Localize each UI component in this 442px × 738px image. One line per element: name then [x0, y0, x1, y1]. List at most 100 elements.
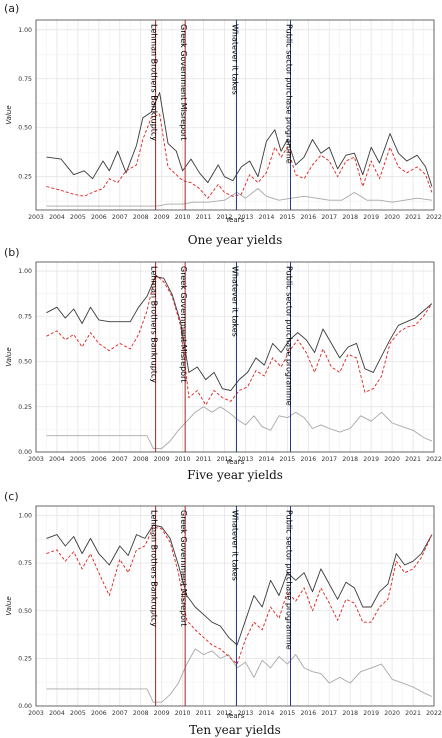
x-tick-label: 2013: [238, 214, 254, 221]
five-year-yields-chart: (b) 0.00 0.25 0.50 0.75 1.00 2003 2004 2005 2006 2…: [4, 246, 442, 482]
x-tick-label: 2003: [28, 456, 44, 463]
panel-caption: Five year yields: [187, 468, 283, 482]
x-tick-label: 2005: [70, 214, 86, 221]
x-tick-label: 2022: [426, 456, 442, 463]
x-tick-label: 2019: [363, 456, 379, 463]
x-tick-label: 2014: [259, 710, 275, 717]
y-tick-label: 0.75: [18, 313, 32, 320]
x-tick-label: 2022: [426, 214, 442, 221]
x-tick-label: 2013: [238, 710, 254, 717]
y-tick-label: 1.00: [18, 27, 32, 34]
series-line-solid-dark: [46, 524, 433, 646]
x-tick-label: 2014: [259, 214, 275, 221]
x-tick-label: 2013: [238, 456, 254, 463]
x-tick-label: 2015: [279, 456, 295, 463]
x-tick-label: 2008: [133, 456, 149, 463]
series-line-solid-grey: [46, 406, 433, 449]
x-tick-label: 2007: [112, 456, 128, 463]
x-tick-label: 2019: [363, 214, 379, 221]
panel-caption: One year yields: [188, 233, 282, 247]
x-tick-label: 2009: [154, 214, 170, 221]
x-tick-label: 2012: [217, 710, 233, 717]
series-line-solid-grey: [46, 188, 432, 207]
x-tick-label: 2004: [49, 214, 65, 221]
x-tick-label: 2012: [217, 456, 233, 463]
y-tick-label: 0.25: [18, 655, 32, 662]
x-tick-label: 2014: [259, 456, 275, 463]
x-tick-label: 2021: [405, 710, 421, 717]
ten-year-yields-chart: (c) 0.00 0.25 0.50 0.75 1.00 2003 2004 2005 2006 2…: [4, 490, 442, 737]
panel-caption: Ten year yields: [189, 723, 281, 737]
event-label: Lehman Brothers Bankruptcy: [150, 24, 159, 141]
x-tick-label: 2016: [300, 710, 316, 717]
x-tick-label: 2017: [321, 214, 337, 221]
x-tick-label: 2010: [175, 214, 191, 221]
x-tick-label: 2019: [363, 710, 379, 717]
x-tick-label: 2009: [154, 456, 170, 463]
x-tick-label: 2006: [91, 214, 107, 221]
x-tick-label: 2020: [384, 456, 400, 463]
x-tick-label: 2020: [384, 710, 400, 717]
y-tick-label: 0.00: [18, 703, 32, 710]
event-label: Greek Government Misreport: [179, 24, 188, 141]
x-tick-label: 2022: [426, 710, 442, 717]
event-label: Whatever it takes: [230, 510, 239, 581]
y-tick-label: 0.50: [18, 125, 32, 132]
x-tick-label: 2015: [279, 214, 295, 221]
x-axis-label: Years: [225, 458, 245, 466]
x-tick-label: 2003: [28, 710, 44, 717]
x-tick-label: 2018: [342, 456, 358, 463]
x-tick-label: 2007: [112, 710, 128, 717]
y-tick-label: 0.25: [18, 174, 32, 181]
x-tick-label: 2010: [175, 456, 191, 463]
series-line-solid-grey: [46, 648, 433, 703]
x-tick-label: 2011: [196, 456, 212, 463]
series-line-dashed-red: [46, 113, 433, 199]
x-tick-label: 2021: [405, 456, 421, 463]
x-axis-label: Years: [225, 712, 245, 720]
event-label: Whatever it takes: [230, 24, 239, 95]
panel-one-year: (a) 0.25 0.50 0.75 1.00 2003 2004 2005 2006 2007 2…: [0, 0, 442, 250]
plot-frame: [35, 261, 435, 453]
x-tick-label: 2004: [49, 456, 65, 463]
y-tick-label: 0.00: [18, 449, 32, 456]
x-tick-label: 2017: [321, 710, 337, 717]
event-label: Greek Government Misreport: [179, 266, 188, 383]
event-label: Public sector purchase programme: [285, 266, 294, 406]
x-tick-label: 2021: [405, 214, 421, 221]
x-axis-label: Years: [225, 216, 245, 224]
panel-tag: (b): [4, 246, 20, 259]
x-tick-label: 2018: [342, 710, 358, 717]
x-tick-label: 2006: [91, 710, 107, 717]
y-tick-label: 0.50: [18, 359, 32, 366]
x-tick-label: 2006: [91, 456, 107, 463]
panel-ten-year: (c) 0.00 0.25 0.50 0.75 1.00 2003 2004 2005 2006 2…: [0, 488, 442, 738]
y-tick-label: 0.75: [18, 76, 32, 83]
x-tick-label: 2016: [300, 456, 316, 463]
x-tick-label: 2018: [342, 214, 358, 221]
event-label: Whatever it takes: [230, 266, 239, 337]
y-tick-label: 1.00: [18, 513, 32, 520]
y-tick-label: 0.75: [18, 560, 32, 567]
plot-frame: [35, 19, 435, 211]
y-tick-label: 0.25: [18, 404, 32, 411]
x-tick-label: 2009: [154, 710, 170, 717]
y-tick-label: 1.00: [18, 268, 32, 275]
panel-tag: (a): [4, 2, 19, 15]
x-tick-label: 2010: [175, 710, 191, 717]
x-tick-label: 2005: [70, 710, 86, 717]
series-line-dashed-red: [46, 274, 433, 406]
x-tick-label: 2011: [196, 710, 212, 717]
x-tick-label: 2008: [133, 710, 149, 717]
event-label: Public sector purchase programme: [285, 24, 294, 164]
x-tick-label: 2005: [70, 456, 86, 463]
x-tick-label: 2020: [384, 214, 400, 221]
x-tick-label: 2011: [196, 214, 212, 221]
y-axis-label: Value: [5, 347, 13, 366]
x-tick-label: 2004: [49, 710, 65, 717]
event-label: Greek Government Misreport: [179, 510, 188, 627]
event-label: Lehman Brothers Bankruptcy: [150, 510, 159, 627]
x-tick-label: 2012: [217, 214, 233, 221]
panel-five-year: (b) 0.00 0.25 0.50 0.75 1.00 2003 2004 2005 2006 2…: [0, 244, 442, 492]
y-axis-label: Value: [5, 596, 13, 615]
